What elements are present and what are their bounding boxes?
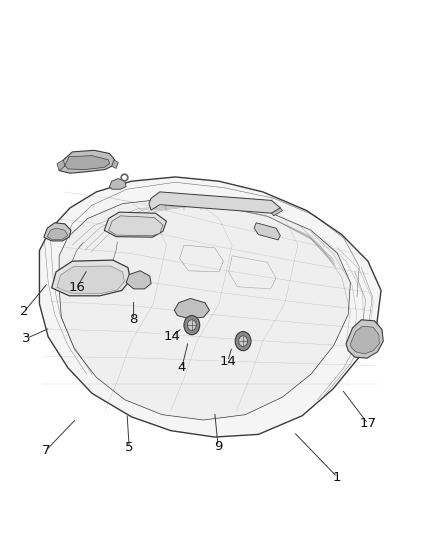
Text: 7: 7 [42,444,50,457]
Polygon shape [350,326,379,354]
Polygon shape [104,212,166,237]
Text: 8: 8 [129,313,138,326]
Polygon shape [174,298,209,319]
Text: 16: 16 [68,281,85,294]
Polygon shape [47,228,68,240]
Polygon shape [44,223,71,241]
Text: 3: 3 [22,332,31,345]
Polygon shape [112,160,118,168]
Text: 14: 14 [219,355,236,368]
Polygon shape [110,179,126,189]
Text: 2: 2 [20,305,28,318]
Polygon shape [65,156,110,169]
Polygon shape [254,223,280,240]
Circle shape [235,332,251,351]
Text: 1: 1 [333,471,342,483]
Polygon shape [109,216,163,236]
Polygon shape [59,150,115,173]
Polygon shape [39,177,381,437]
Polygon shape [126,271,151,289]
Polygon shape [59,198,350,420]
Circle shape [239,336,247,346]
Text: 4: 4 [177,361,186,374]
Polygon shape [52,260,131,296]
Text: 14: 14 [163,330,180,343]
Text: 9: 9 [214,440,223,453]
Polygon shape [149,192,280,213]
Circle shape [184,316,200,335]
Polygon shape [57,266,124,294]
Polygon shape [346,320,383,358]
Text: 5: 5 [125,441,134,454]
Circle shape [187,320,196,330]
Text: 17: 17 [360,417,376,430]
Polygon shape [272,208,283,216]
Polygon shape [57,160,65,171]
